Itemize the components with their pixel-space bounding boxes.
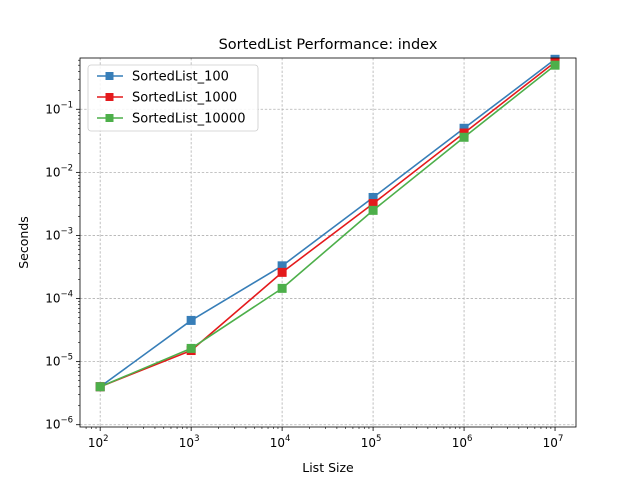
data-point	[186, 343, 196, 353]
legend-label: SortedList_1000	[132, 91, 237, 106]
x-tick-exponent: 4	[285, 434, 290, 444]
x-tick-label: 105	[361, 434, 382, 450]
x-tick-exponent: 3	[194, 434, 199, 444]
legend-item: SortedList_10000	[97, 112, 245, 127]
series-line	[99, 61, 556, 388]
x-tick-base: 10	[88, 436, 103, 450]
y-tick-label: 10−1	[45, 100, 73, 116]
y-tick-exponent: −3	[60, 226, 73, 236]
series-line	[99, 64, 556, 388]
data-point	[368, 199, 378, 209]
data-point	[459, 123, 469, 133]
x-tick-exponent: 7	[558, 434, 563, 444]
y-axis-label: Seconds	[16, 216, 31, 269]
legend: SortedList_100 SortedList_1000 SortedList_…	[87, 64, 259, 132]
y-tick-label: 10−4	[45, 290, 73, 306]
y-tick-exponent: −2	[60, 163, 73, 173]
data-point	[186, 315, 196, 325]
x-tick-base: 10	[543, 436, 558, 450]
series-group	[95, 54, 560, 392]
data-point	[277, 267, 287, 277]
data-point	[368, 192, 378, 202]
legend-box	[87, 64, 259, 132]
data-point	[550, 60, 560, 70]
chart-title: SortedList Performance: index	[219, 37, 438, 53]
data-point	[277, 283, 287, 293]
x-tick-label: 106	[452, 434, 473, 450]
x-tick-base: 10	[361, 436, 376, 450]
x-tick-label: 107	[543, 434, 564, 450]
y-tick-base: 10	[45, 228, 60, 242]
legend-marker	[105, 114, 114, 122]
data-point	[368, 205, 378, 215]
data-point	[95, 382, 105, 392]
series-SortedList_10000	[95, 60, 560, 392]
y-tick-base: 10	[45, 292, 60, 306]
x-tick-exponent: 5	[376, 434, 381, 444]
legend-marker	[105, 93, 114, 101]
y-tick-base: 10	[45, 418, 60, 432]
x-tick-label: 102	[88, 434, 109, 450]
y-tick-exponent: −6	[60, 416, 73, 426]
x-tick-exponent: 6	[467, 434, 472, 444]
x-tick-base: 10	[179, 436, 194, 450]
x-tick-exponent: 2	[103, 434, 108, 444]
series-line	[99, 58, 556, 388]
y-tick-label: 10−5	[45, 353, 73, 369]
legend-label: SortedList_10000	[132, 112, 245, 127]
plot-frame	[79, 57, 577, 428]
y-tick-exponent: −4	[60, 290, 73, 300]
y-tick-exponent: −5	[60, 353, 73, 363]
ticks: 102 103 104 105 106 10710−610−510−410−310−210…	[45, 59, 564, 450]
legend-label: SortedList_100	[132, 70, 229, 85]
x-tick-base: 10	[452, 436, 467, 450]
x-tick-base: 10	[270, 436, 285, 450]
x-tick-label: 104	[270, 434, 291, 450]
y-tick-base: 10	[45, 165, 60, 179]
y-tick-label: 10−6	[45, 416, 73, 432]
y-tick-base: 10	[45, 102, 60, 116]
data-point	[277, 261, 287, 271]
y-tick-label: 10−3	[45, 226, 73, 242]
y-tick-exponent: −1	[60, 100, 73, 110]
y-tick-label: 10−2	[45, 163, 73, 179]
x-tick-label: 103	[179, 434, 200, 450]
legend-marker	[105, 72, 114, 80]
x-axis-label: List Size	[302, 460, 354, 475]
legend-item: SortedList_1000	[97, 91, 237, 106]
y-tick-base: 10	[45, 355, 60, 369]
data-point	[459, 132, 469, 142]
legend-item: SortedList_100	[97, 70, 229, 85]
